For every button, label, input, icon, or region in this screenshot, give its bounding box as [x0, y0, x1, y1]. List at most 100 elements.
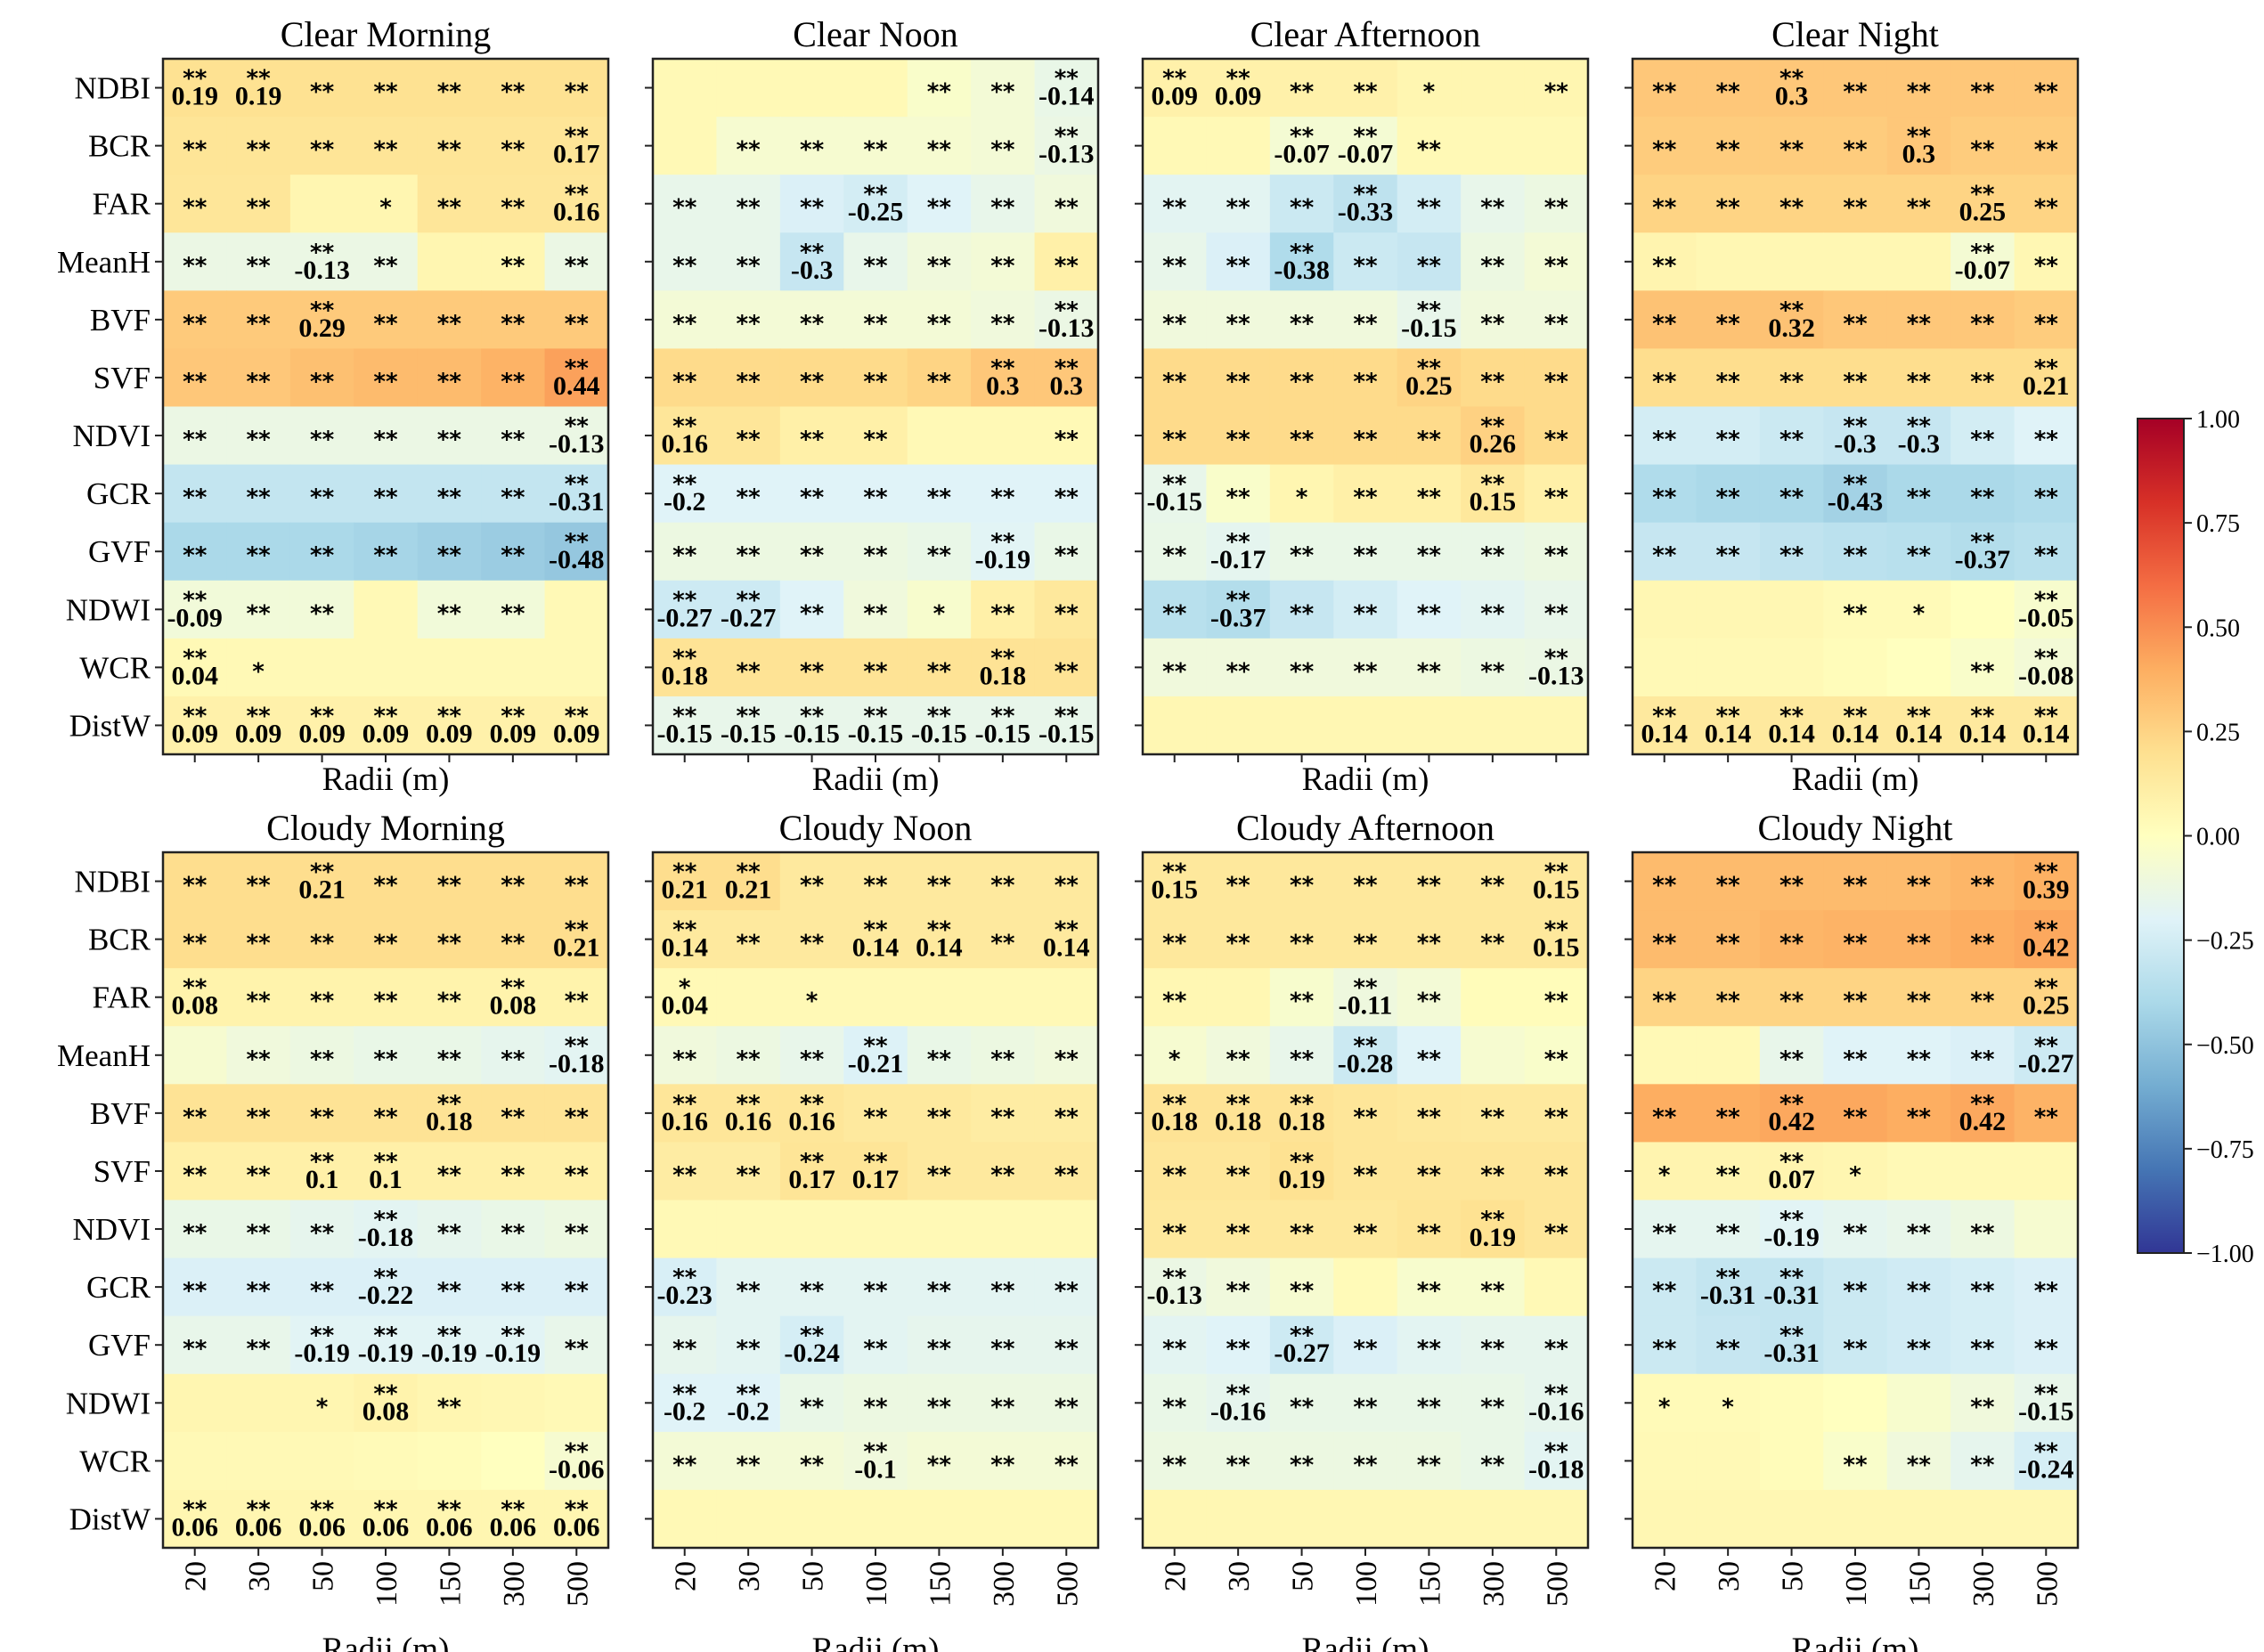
significance-mark: ** [1353, 1452, 1378, 1478]
heatmap-cell [1633, 59, 1698, 118]
heatmap-cell [971, 1373, 1036, 1433]
heatmap-cell [1206, 1431, 1271, 1491]
significance-mark: ** [1480, 471, 1505, 498]
heatmap-cell [1759, 290, 1824, 350]
heatmap-cell [544, 117, 609, 175]
heatmap-cell [2014, 175, 2079, 233]
significance-mark: ** [1715, 79, 1740, 106]
heatmap-cell [1886, 59, 1951, 118]
heatmap-cell [779, 406, 844, 466]
significance-mark: ** [246, 1046, 271, 1073]
significance-mark: ** [310, 1104, 335, 1131]
significance-mark: ** [437, 1046, 462, 1073]
significance-mark: ** [437, 600, 462, 627]
significance-mark: ** [437, 427, 462, 453]
significance-mark: ** [800, 658, 825, 685]
significance-mark: ** [246, 989, 271, 1015]
heatmap-cell [1696, 348, 1761, 408]
cell-value-label: 0.21 [553, 933, 600, 963]
heatmap-cell [1397, 1084, 1462, 1143]
heatmap-cell [843, 580, 908, 639]
heatmap-cell [1696, 1084, 1761, 1143]
heatmap-cell [1206, 1489, 1271, 1549]
heatmap-cell [544, 348, 609, 408]
cell-value-label: -0.17 [1210, 545, 1266, 574]
heatmap-cell [226, 1315, 291, 1375]
heatmap-cell [1950, 1315, 2016, 1375]
significance-mark: ** [437, 1497, 462, 1524]
heatmap-cell [481, 1431, 546, 1491]
heatmap-cell [481, 522, 546, 582]
heatmap-cell [1823, 1084, 1888, 1143]
heatmap-cell [653, 638, 718, 697]
significance-mark: ** [1480, 600, 1505, 627]
cell-value-label: 0.1 [369, 1165, 403, 1194]
heatmap-cell [354, 406, 419, 466]
heatmap-cell [1269, 580, 1334, 639]
heatmap-cell [417, 464, 482, 524]
heatmap-cell [907, 1084, 972, 1143]
heatmap-cell [289, 464, 354, 524]
heatmap-cell [417, 1026, 482, 1085]
cell-value-label: -0.05 [2018, 603, 2074, 632]
heatmap-cell [354, 696, 419, 755]
significance-mark: ** [1970, 484, 1995, 511]
significance-mark: ** [1417, 542, 1442, 569]
significance-mark: ** [2034, 195, 2059, 222]
panel-title: Cloudy Morning [266, 808, 505, 848]
cell-value-label: -0.2 [727, 1396, 770, 1426]
heatmap-cell [1333, 59, 1398, 118]
significance-mark: ** [1544, 1104, 1569, 1131]
significance-mark: ** [183, 369, 208, 395]
heatmap-cell [226, 464, 291, 524]
heatmap-cell [1759, 175, 1824, 233]
row-label: MeanH [57, 245, 151, 280]
significance-mark: ** [1544, 369, 1569, 395]
cell-value-label: 0.42 [2023, 933, 2070, 963]
heatmap-cell [2014, 696, 2079, 755]
heatmap-cell [1696, 580, 1761, 639]
significance-mark: ** [1417, 1452, 1442, 1478]
heatmap-cell [417, 696, 482, 755]
heatmap-cell [779, 910, 844, 969]
heatmap-cell [1886, 232, 1951, 291]
cell-value-label: -0.15 [975, 720, 1031, 749]
significance-mark: ** [1970, 989, 1995, 1015]
heatmap-cell [226, 117, 291, 175]
colorbar-tick-label: −1.00 [2196, 1241, 2254, 1268]
heatmap-cell [226, 406, 291, 466]
significance-mark: ** [501, 427, 525, 453]
heatmap-cell [417, 1431, 482, 1491]
cell-value-label: 0.18 [1215, 1107, 1262, 1136]
cell-value-label: -0.15 [1401, 313, 1457, 343]
heatmap-cell [544, 696, 609, 755]
heatmap-cell [1524, 696, 1589, 755]
significance-mark: ** [373, 253, 398, 280]
heatmap-cell [2014, 290, 2079, 350]
heatmap-cell [417, 852, 482, 911]
significance-mark: ** [1226, 931, 1250, 957]
significance-mark: ** [990, 253, 1015, 280]
significance-mark: ** [2034, 859, 2059, 886]
cell-value-label: -0.15 [721, 720, 777, 749]
heatmap-cell [1633, 1431, 1698, 1491]
significance-mark: ** [1480, 1207, 1505, 1233]
significance-mark: ** [1544, 1046, 1569, 1073]
heatmap-cell [544, 1142, 609, 1201]
significance-mark: ** [1480, 931, 1505, 957]
significance-mark: ** [373, 79, 398, 106]
significance-mark: ** [246, 704, 271, 730]
cell-value-label: 0.06 [235, 1513, 282, 1542]
significance-mark: ** [736, 1336, 761, 1363]
significance-mark: ** [373, 427, 398, 453]
heatmap-cell [843, 117, 908, 175]
significance-mark: ** [800, 1278, 825, 1305]
heatmap-cell [716, 580, 781, 639]
significance-mark: ** [501, 1322, 525, 1349]
cell-value-label: -0.27 [1274, 1339, 1330, 1368]
heatmap-cell [1696, 1431, 1761, 1491]
heatmap-cell [417, 968, 482, 1027]
significance-mark: ** [565, 1162, 590, 1189]
heatmap-cell [481, 910, 546, 969]
heatmap-cell [1524, 522, 1589, 582]
